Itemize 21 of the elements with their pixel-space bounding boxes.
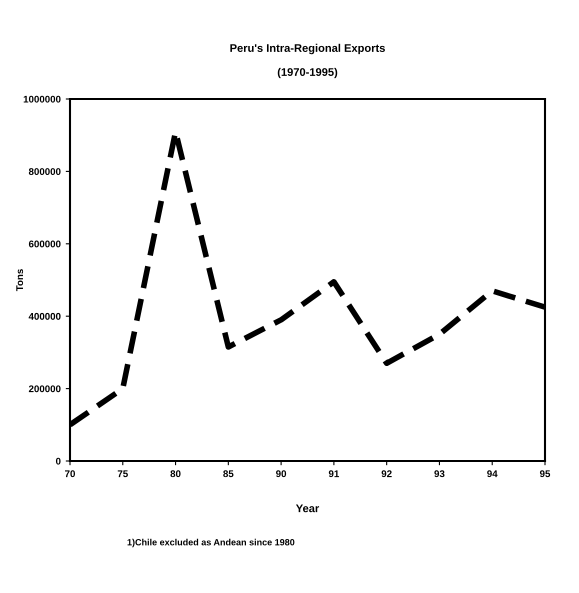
- x-axis-title: Year: [296, 504, 320, 512]
- chart-subtitle: (1970-1995): [278, 68, 338, 78]
- y-tick-label: 1000000: [24, 96, 61, 103]
- y-tick-label: 400000: [28, 312, 61, 320]
- x-tick-label: 90: [276, 470, 286, 478]
- x-tick-label: 93: [434, 470, 444, 478]
- x-tick-label: 95: [540, 470, 550, 478]
- y-axis-title: Tons: [16, 269, 24, 292]
- x-tick-label: 75: [118, 470, 128, 478]
- x-tick-label: 91: [328, 470, 340, 478]
- chart-title: Peru's Intra-Regional Exports: [230, 44, 385, 54]
- y-tick-label: 0: [56, 458, 61, 465]
- x-tick-label: 80: [170, 470, 181, 478]
- x-tick-label: 92: [382, 470, 392, 478]
- y-tick-label: 800000: [28, 168, 61, 176]
- y-tick-label: 600000: [28, 240, 61, 248]
- y-tick-label: 200000: [28, 385, 61, 392]
- x-tick-label: 70: [65, 470, 76, 478]
- x-tick-label: 85: [223, 470, 234, 478]
- x-tick-label: 94: [487, 470, 498, 478]
- text: 1)Chile excluded as Andean since 1980: [128, 538, 294, 548]
